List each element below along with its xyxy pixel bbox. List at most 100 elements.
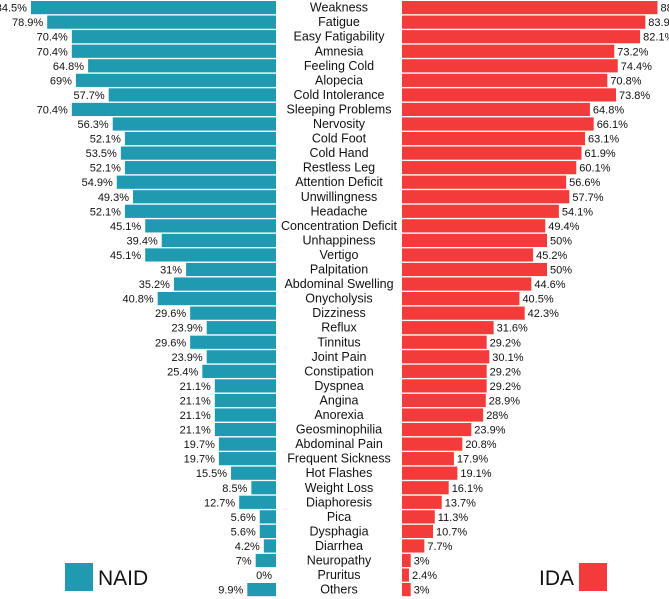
category-label: Dyspnea [314, 379, 363, 393]
category-label: Onycholysis [305, 292, 372, 306]
category-label: Pica [327, 510, 351, 524]
naid-bar [206, 321, 276, 335]
ida-bar [402, 73, 608, 87]
ida-bar [402, 437, 463, 451]
category-label: Cold Foot [312, 132, 367, 146]
category-label: Abdominal Swelling [284, 277, 393, 291]
category-label: Concentration Deficit [281, 219, 398, 233]
naid-bar [251, 481, 276, 495]
ida-value-label: 50% [550, 265, 572, 277]
ida-bar [402, 175, 567, 189]
ida-value-label: 82.1% [643, 32, 669, 44]
naid-bar [112, 117, 276, 131]
ida-bar [402, 131, 585, 146]
category-label: Weakness [310, 1, 368, 15]
naid-bar [133, 190, 276, 204]
naid-value-labels: 84.5% 78.9% 70.4% 70.4% 64.8% 69%57.7% 70.4% 56… [0, 3, 272, 597]
naid-bar [124, 131, 276, 146]
ida-value-label: 30.1% [492, 352, 523, 364]
naid-bar [157, 292, 276, 306]
naid-value-label: 15.5% [196, 468, 227, 480]
category-label: Amnesia [315, 44, 364, 58]
naid-value-label: 23.9% [171, 352, 202, 364]
ida-bar [402, 248, 534, 262]
ida-bar [402, 88, 617, 102]
naid-value-label: 70.4% [37, 32, 68, 44]
ida-value-label: 10.7% [436, 526, 467, 538]
ida-value-label: 28% [486, 410, 508, 422]
ida-value-label: 50% [550, 235, 572, 247]
legend-ida-label: IDA [539, 567, 574, 590]
ida-bar [402, 277, 532, 291]
naid-value-label: 12.7% [204, 497, 235, 509]
naid-bar [259, 524, 276, 538]
naid-value-label: 57.7% [73, 90, 104, 102]
ida-value-label: 28.9% [489, 395, 520, 407]
naid-value-label: 64.8% [53, 61, 84, 73]
category-label: Joint Pain [312, 350, 367, 364]
ida-bars [402, 1, 658, 597]
legend-ida: IDA [539, 563, 607, 591]
ida-bar [402, 524, 434, 538]
naid-value-label: 21.1% [180, 395, 211, 407]
category-label: Diarrhea [315, 539, 363, 553]
naid-value-label: 70.4% [37, 104, 68, 116]
category-label: Diaphoresis [306, 495, 372, 509]
naid-bar [71, 44, 276, 58]
ida-value-label: 17.9% [457, 454, 488, 466]
ida-value-label: 61.9% [585, 148, 616, 160]
naid-value-label: 45.1% [110, 221, 141, 233]
category-label: Alopecia [315, 73, 363, 87]
ida-value-label: 19.1% [460, 468, 491, 480]
ida-bar [402, 161, 577, 175]
legend-naid-swatch [65, 563, 93, 591]
naid-bar [145, 248, 276, 262]
naid-bar [120, 146, 276, 160]
ida-bar [402, 350, 490, 364]
ida-value-label: 29.2% [490, 381, 521, 393]
ida-value-label: 11.3% [438, 512, 469, 524]
ida-value-label: 54.1% [562, 206, 593, 218]
naid-value-label: 21.1% [180, 381, 211, 393]
category-label: Nervosity [313, 117, 366, 131]
naid-bar [206, 350, 276, 364]
ida-bar [402, 481, 449, 495]
naid-bar [71, 102, 276, 117]
ida-value-label: 73.2% [617, 46, 648, 58]
category-label: Restless Leg [303, 161, 375, 175]
ida-bar [402, 117, 594, 131]
ida-value-label: 23.9% [474, 425, 505, 437]
category-label: Cold Hand [309, 146, 368, 160]
ida-value-label: 42.3% [528, 308, 559, 320]
naid-value-label: 52.1% [90, 163, 121, 175]
category-label: Feeling Cold [304, 59, 374, 73]
ida-bar [402, 568, 409, 582]
category-label: Dysphagia [309, 524, 368, 538]
ida-bar [402, 1, 658, 15]
category-label: Unwillingness [301, 190, 377, 204]
naid-bar [88, 59, 276, 73]
naid-value-label: 39.4% [127, 235, 158, 247]
naid-bar [214, 379, 276, 393]
ida-bar [402, 335, 487, 349]
ida-bar [402, 219, 546, 233]
naid-value-label: 29.6% [155, 308, 186, 320]
ida-value-label: 16.1% [452, 483, 483, 495]
ida-value-label: 56.6% [569, 177, 600, 189]
ida-bar [402, 393, 486, 408]
ida-bar [402, 306, 525, 320]
ida-bar [402, 539, 425, 553]
ida-bar [402, 233, 547, 247]
category-label: Constipation [304, 364, 374, 378]
category-label: Neuropathy [307, 554, 372, 568]
category-label: Tinnitus [317, 335, 360, 349]
ida-bar [402, 364, 487, 378]
category-label: Vertigo [320, 248, 359, 262]
naid-bar [239, 495, 276, 509]
naid-value-label: 8.5% [222, 483, 247, 495]
naid-bar [202, 364, 276, 378]
ida-bar [402, 510, 435, 524]
ida-value-label: 88.1% [660, 3, 669, 15]
naid-bar [218, 437, 276, 451]
